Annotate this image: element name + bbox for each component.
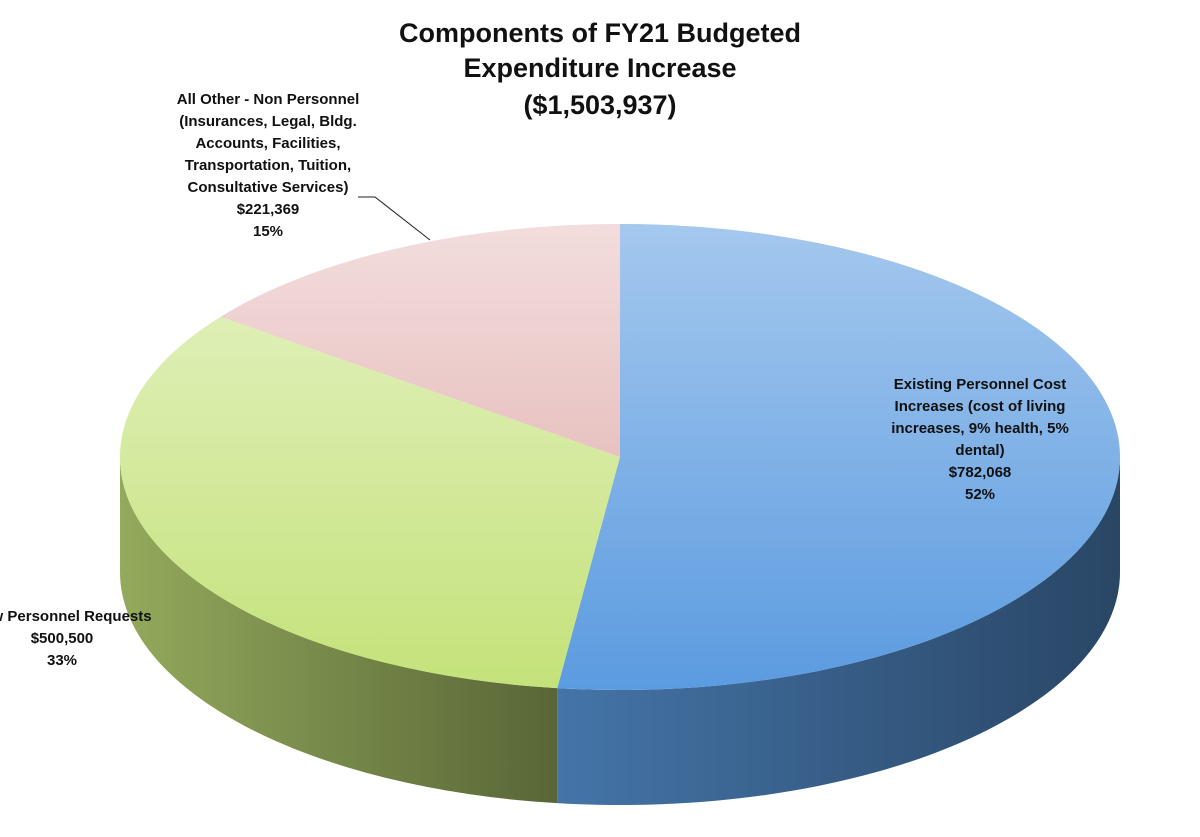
slice-name: All Other - Non Personnel (Insurances, L… (176, 91, 360, 196)
slice-side-shade (557, 457, 1120, 805)
percent-label: 33% (46, 652, 78, 669)
value-label: $500,500 (30, 630, 94, 647)
value-label: $221,369 (236, 201, 300, 218)
chart-subtitle: ($1,503,937) (523, 90, 677, 120)
slice-shine (557, 224, 1120, 690)
chart-title: Components of FY21 Budgeted Expenditure … (398, 18, 801, 83)
percent-label: 15% (252, 223, 284, 240)
slice-label: New Personnel Requests $500,500 33% (0, 606, 162, 672)
slice-name: Existing Personnel Cost Increases (cost … (891, 376, 1069, 459)
slice-side-shade (120, 457, 558, 804)
slice-label: All Other - Non Personnel (Insurances, L… (158, 89, 378, 243)
percent-label: 52% (964, 486, 996, 503)
leader-line (358, 196, 431, 241)
slice-label: Existing Personnel Cost Increases (cost … (865, 374, 1095, 506)
slice-shine (119, 316, 620, 689)
value-label: $782,068 (948, 464, 1012, 481)
slice-shine (220, 224, 621, 457)
slice-name: New Personnel Requests (0, 608, 152, 625)
